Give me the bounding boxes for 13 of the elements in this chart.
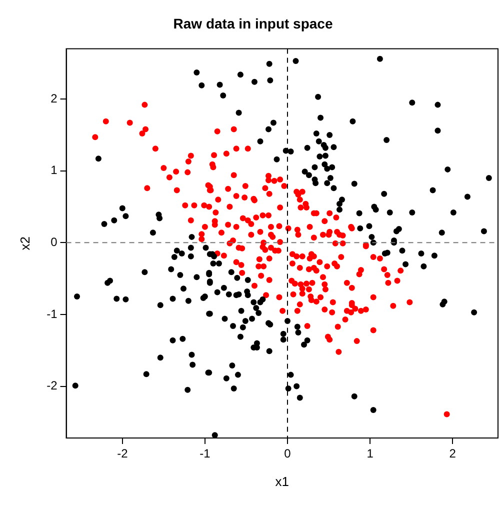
y-axis-title: x2 (17, 236, 32, 250)
x-tick-label: -1 (200, 446, 211, 461)
x-axis-title: x1 (275, 474, 289, 489)
x-tick-label: 1 (366, 446, 374, 461)
x-tick-label: 0 (284, 446, 292, 461)
y-tick-label: 2 (50, 91, 58, 106)
y-tick-label: 1 (50, 163, 58, 178)
x-tick-label: -2 (117, 446, 128, 461)
chart-title: Raw data in input space (173, 15, 333, 32)
y-tick-label: -1 (46, 306, 58, 321)
y-tick-label: 0 (50, 234, 58, 249)
y-tick-label: -2 (46, 378, 58, 393)
x-tick-label: 2 (449, 446, 456, 461)
